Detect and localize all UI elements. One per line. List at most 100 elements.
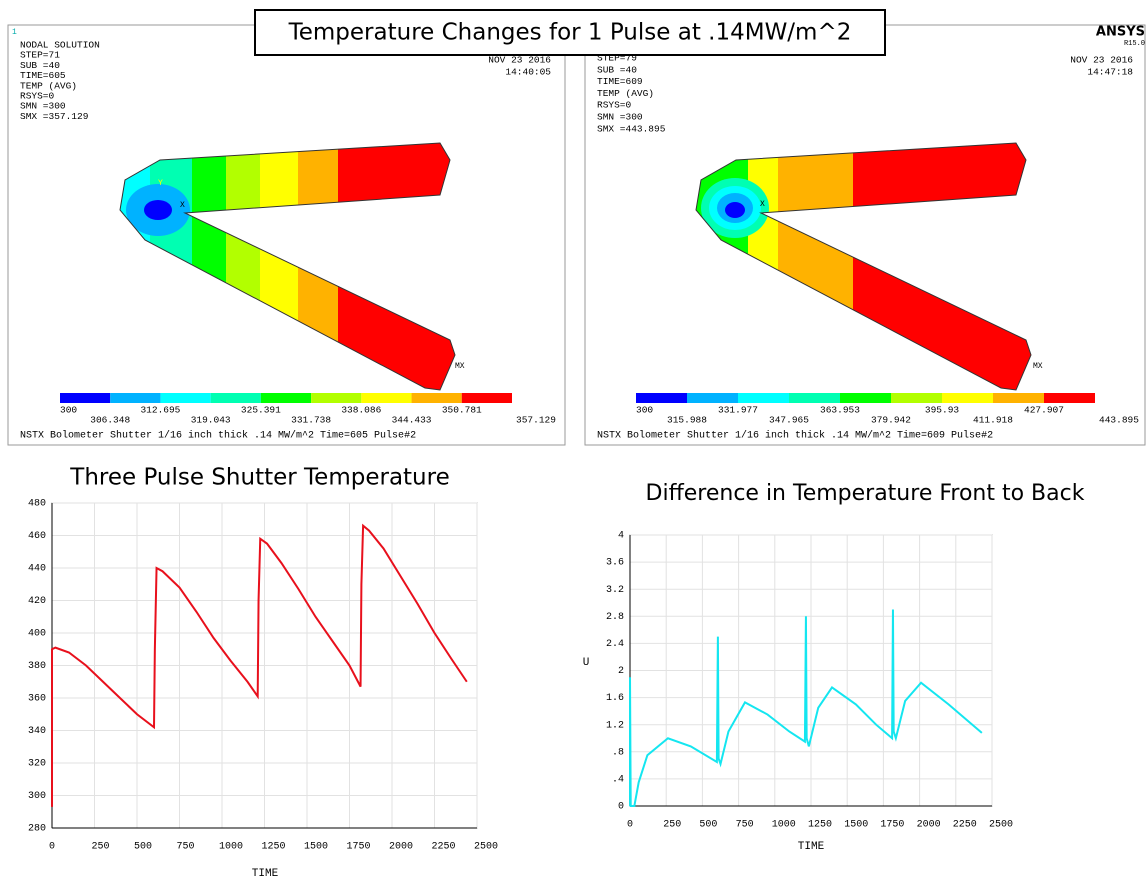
legend-swatch (840, 393, 891, 403)
max-marker: MX (1033, 362, 1043, 371)
page-title: Temperature Changes for 1 Pulse at .14MW… (288, 20, 852, 46)
legend-level: 395.93 (925, 405, 960, 416)
y-tick-label: 1.2 (606, 720, 624, 731)
x-tick-label: 0 (49, 842, 55, 853)
y-axis-label: U (583, 657, 590, 669)
x-tick-label: 500 (134, 842, 152, 853)
legend-swatch (993, 393, 1044, 403)
contour-ring (725, 202, 745, 218)
legend-swatch (261, 393, 311, 403)
legend-level: 350.781 (442, 405, 482, 416)
time: 14:40:05 (505, 67, 551, 78)
x-tick-label: 750 (736, 820, 754, 831)
solution-info: SMX =357.129 (20, 111, 89, 122)
max-marker: MX (455, 362, 465, 371)
screen: 1NODAL SOLUTIONSTEP=71SUB =40TIME=605TEM… (0, 0, 1147, 881)
solution-info: SMN =300 (597, 112, 643, 123)
panel-footer: NSTX Bolometer Shutter 1/16 inch thick .… (597, 430, 993, 442)
x-axis-label: TIME (798, 841, 825, 853)
legend-level: 331.738 (291, 415, 331, 426)
legend-swatch (160, 393, 210, 403)
legend-swatch (462, 393, 512, 403)
legend-swatch (311, 393, 361, 403)
legend-swatch (891, 393, 942, 403)
x-tick-label: 1500 (304, 842, 328, 853)
chart-title: Three Pulse Shutter Temperature (69, 465, 449, 491)
x-tick-label: 2250 (953, 820, 977, 831)
legend-level: 347.965 (769, 415, 809, 426)
legend-level: 363.953 (820, 405, 860, 416)
y-tick-label: .4 (612, 775, 624, 786)
y-tick-label: 1.6 (606, 693, 624, 704)
solution-info: SMX =443.895 (597, 123, 666, 134)
legend-swatch (687, 393, 738, 403)
legend-swatch (1044, 393, 1095, 403)
legend-swatch (110, 393, 160, 403)
legend-level: 312.695 (140, 405, 180, 416)
page: 1NODAL SOLUTIONSTEP=71SUB =40TIME=605TEM… (0, 0, 1147, 881)
solution-info: RSYS=0 (597, 100, 632, 111)
legend-level: 325.391 (241, 405, 281, 416)
x-tick-label: 1500 (844, 820, 868, 831)
y-tick-label: .8 (612, 747, 624, 758)
triad-label: X (760, 200, 765, 209)
legend-swatch (412, 393, 462, 403)
y-tick-label: 3.2 (606, 585, 624, 596)
solution-info: TIME=609 (597, 76, 643, 87)
y-tick-label: 2.4 (606, 639, 624, 650)
legend-swatch (60, 393, 110, 403)
legend-swatch (942, 393, 993, 403)
legend-level: 443.895 (1099, 415, 1139, 426)
y-tick-label: 340 (28, 726, 46, 737)
x-tick-label: 2000 (389, 842, 413, 853)
legend-level: 300 (636, 405, 653, 416)
x-axis-label: TIME (252, 868, 279, 880)
x-tick-label: 2500 (989, 820, 1013, 831)
legend-swatch (789, 393, 840, 403)
solution-info: TEMP (AVG) (597, 88, 654, 99)
legend-swatch (361, 393, 411, 403)
x-tick-label: 250 (92, 842, 110, 853)
window-number: 1 (12, 28, 17, 37)
y-tick-label: 3.6 (606, 558, 624, 569)
legend-swatch (738, 393, 789, 403)
legend-level: 319.043 (191, 415, 231, 426)
legend-swatch (636, 393, 687, 403)
legend-level: 411.918 (973, 415, 1013, 426)
legend-level: 357.129 (516, 415, 556, 426)
ansys-version: R15.0 (1124, 40, 1145, 48)
panel-footer: NSTX Bolometer Shutter 1/16 inch thick .… (20, 430, 416, 442)
x-tick-label: 2250 (432, 842, 456, 853)
y-tick-label: 0 (618, 802, 624, 813)
y-tick-label: 480 (28, 499, 46, 510)
x-tick-label: 1000 (219, 842, 243, 853)
y-tick-label: 420 (28, 596, 46, 607)
x-tick-label: 1250 (808, 820, 832, 831)
legend-level: 379.942 (871, 415, 911, 426)
solution-info: SUB =40 (597, 64, 637, 75)
triad-label: Y (158, 179, 163, 188)
triad-label: X (180, 201, 185, 210)
x-tick-label: 2000 (917, 820, 941, 831)
y-tick-label: 380 (28, 661, 46, 672)
legend-level: 331.977 (718, 405, 758, 416)
x-tick-label: 2500 (474, 842, 498, 853)
y-tick-label: 280 (28, 824, 46, 835)
legend-level: 300 (60, 405, 77, 416)
contour-ring (144, 200, 172, 220)
y-tick-label: 300 (28, 791, 46, 802)
legend-level: 344.433 (392, 415, 432, 426)
y-tick-label: 2.8 (606, 612, 624, 623)
y-tick-label: 4 (618, 531, 624, 542)
ansys-logo: ANSYS (1096, 25, 1145, 40)
y-tick-label: 320 (28, 759, 46, 770)
panel-frame (8, 25, 565, 445)
y-tick-label: 400 (28, 629, 46, 640)
x-tick-label: 1750 (347, 842, 371, 853)
legend-level: 427.907 (1024, 405, 1064, 416)
x-tick-label: 0 (627, 820, 633, 831)
date: NOV 23 2016 (1070, 55, 1133, 66)
y-tick-label: 460 (28, 531, 46, 542)
time: 14:47:18 (1087, 67, 1133, 78)
x-tick-label: 1000 (772, 820, 796, 831)
